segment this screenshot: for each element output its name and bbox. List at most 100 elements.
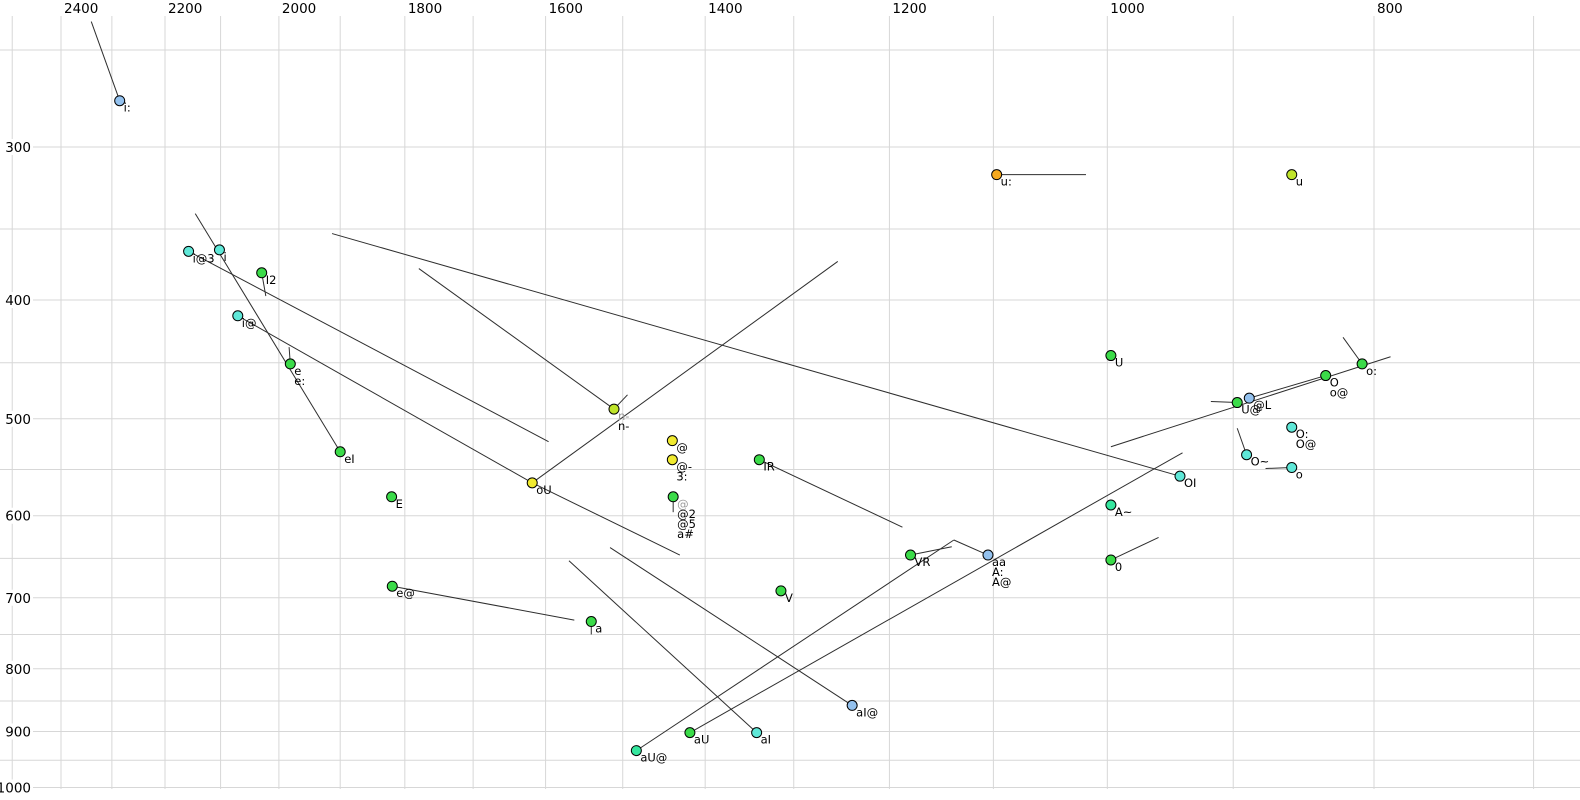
data-point-i@ bbox=[232, 310, 244, 322]
point-label-oU: oU bbox=[536, 483, 551, 497]
vowel-trajectory-line-aa bbox=[953, 539, 989, 556]
point-label-U@: U@ bbox=[1241, 403, 1261, 417]
data-point-u: bbox=[991, 169, 1003, 181]
data-point-@L bbox=[1243, 392, 1255, 404]
point-label-O~: O~ bbox=[1251, 455, 1270, 469]
y-axis-tick-label: 400 bbox=[5, 293, 31, 309]
vowel-trajectory-line-i@3 bbox=[188, 250, 549, 443]
point-label-u: u bbox=[1296, 175, 1303, 189]
point-label-i@3: i@3 bbox=[193, 251, 215, 265]
point-label-aI@: aI@ bbox=[856, 705, 878, 719]
data-point-aU@ bbox=[630, 745, 642, 757]
vowel-trajectory-line-aI bbox=[568, 560, 757, 733]
data-point-I2 bbox=[256, 267, 268, 279]
data-point-V bbox=[775, 585, 787, 597]
data-point-O: bbox=[1286, 421, 1298, 433]
point-label-@: @ bbox=[676, 441, 688, 455]
point-label-E: E bbox=[396, 497, 403, 511]
point-label-i:: i: bbox=[124, 101, 131, 115]
data-point-i bbox=[213, 244, 225, 256]
y-axis-tick-label: 500 bbox=[5, 412, 31, 428]
data-point-@ bbox=[666, 435, 678, 447]
point-label-V: V bbox=[785, 591, 793, 605]
y-axis-label-backing bbox=[0, 507, 33, 524]
y-axis-tick-label: 1000 bbox=[0, 781, 31, 797]
y-axis-label-backing bbox=[0, 723, 33, 740]
y-axis-label-backing bbox=[0, 410, 33, 427]
data-point-u bbox=[1286, 169, 1298, 181]
data-point-3: bbox=[666, 454, 678, 466]
data-point-E bbox=[386, 491, 398, 503]
point-label-o:: o: bbox=[1366, 364, 1377, 378]
vowel-trajectory-line-IR bbox=[759, 459, 903, 528]
point-label-IR: IR bbox=[763, 460, 774, 474]
vowel-trajectory-line-e@ bbox=[392, 585, 575, 621]
y-axis-label-backing bbox=[0, 660, 33, 677]
data-point-OI bbox=[1174, 470, 1186, 482]
point-label-@5: @5 bbox=[677, 517, 696, 531]
data-point-n- bbox=[608, 403, 620, 415]
x-axis-tick-label: 2200 bbox=[168, 1, 202, 17]
data-point-i: bbox=[114, 95, 126, 107]
y-axis-label-backing bbox=[0, 589, 33, 606]
data-point-@2 bbox=[667, 491, 679, 503]
point-label-O:: O: bbox=[1296, 427, 1309, 441]
y-axis-tick-label: 600 bbox=[5, 509, 31, 525]
point-label-aI: aI bbox=[761, 733, 771, 747]
x-axis-tick-label: 1200 bbox=[892, 1, 926, 17]
x-axis-tick-label: 1000 bbox=[1110, 1, 1144, 17]
x-axis-tick-label: 2400 bbox=[64, 1, 98, 17]
point-label-aU@: aU@ bbox=[640, 751, 667, 765]
vowel-trajectory-line-i: bbox=[90, 21, 121, 101]
point-label-aa: aa bbox=[992, 555, 1006, 569]
vowel-trajectory-line-oU bbox=[531, 261, 839, 484]
vowel-trajectory-line-0 bbox=[1110, 537, 1159, 561]
data-point-oU bbox=[526, 477, 538, 489]
data-point-U@ bbox=[1231, 397, 1243, 409]
y-axis-tick-label: 900 bbox=[5, 724, 31, 740]
point-label-@-: @- bbox=[676, 460, 692, 474]
point-label-A@: A@ bbox=[992, 575, 1011, 589]
point-label-a: a bbox=[595, 622, 602, 636]
point-label-o: o bbox=[1296, 468, 1303, 482]
point-label-i: i bbox=[223, 250, 226, 264]
point-label-@: @ bbox=[677, 497, 689, 511]
point-label-o@: o@ bbox=[1330, 386, 1349, 400]
point-label-i@: i@ bbox=[242, 316, 257, 330]
data-point-VR bbox=[905, 549, 917, 561]
point-label-eI: eI bbox=[344, 452, 354, 466]
data-point-U bbox=[1105, 350, 1117, 362]
data-point-a bbox=[585, 616, 597, 628]
point-label-e:: e: bbox=[294, 374, 305, 388]
y-axis-label-backing bbox=[0, 139, 33, 155]
point-label-A~: A~ bbox=[1115, 505, 1133, 519]
y-axis-tick-label: 300 bbox=[5, 140, 31, 156]
data-point-IR bbox=[753, 454, 765, 466]
vowel-trajectory-line-aU bbox=[689, 452, 1183, 734]
x-axis-tick-label: 1400 bbox=[708, 1, 742, 17]
y-axis-label-backing bbox=[0, 292, 33, 309]
data-point-o: bbox=[1356, 358, 1368, 370]
data-point-e@ bbox=[386, 580, 398, 592]
point-label-VR: VR bbox=[915, 555, 931, 569]
point-label-3:: 3: bbox=[676, 470, 687, 484]
point-label-A:: A: bbox=[992, 565, 1004, 579]
data-point-0 bbox=[1105, 554, 1117, 566]
point-label-n-: n- bbox=[618, 409, 629, 423]
y-axis-tick-label: 700 bbox=[5, 591, 31, 607]
vowel-trajectory-line-VR bbox=[910, 546, 952, 556]
vowel-trajectory-line-n- bbox=[418, 268, 615, 410]
data-point-O bbox=[1320, 370, 1332, 382]
data-point-o bbox=[1286, 462, 1298, 474]
y-axis-tick-label: 800 bbox=[5, 662, 31, 678]
data-point-aI@ bbox=[846, 699, 858, 711]
point-label-e: e bbox=[294, 364, 301, 378]
point-label-u:: u: bbox=[1001, 175, 1012, 189]
point-label-e@: e@ bbox=[396, 586, 415, 600]
data-point-eI bbox=[334, 446, 346, 458]
point-label-O: O bbox=[1330, 376, 1339, 390]
x-axis-tick-label: 2000 bbox=[282, 1, 316, 17]
point-label-U: U bbox=[1115, 356, 1123, 370]
